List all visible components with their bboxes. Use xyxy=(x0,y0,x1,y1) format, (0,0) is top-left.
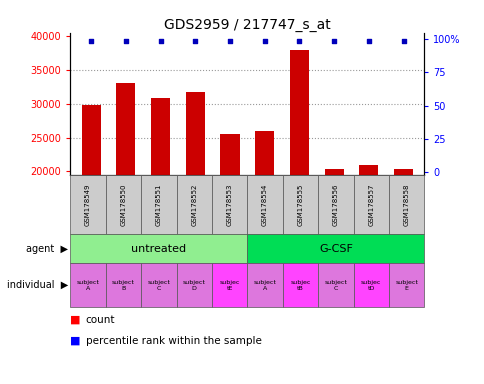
Text: subjec
tE: subjec tE xyxy=(219,280,240,291)
Point xyxy=(122,38,130,44)
Text: ■: ■ xyxy=(70,336,81,346)
Text: subject
C: subject C xyxy=(147,280,170,291)
Point xyxy=(330,38,337,44)
Text: ■: ■ xyxy=(70,315,81,325)
Point xyxy=(399,38,407,44)
Text: percentile rank within the sample: percentile rank within the sample xyxy=(86,336,261,346)
Text: GSM178558: GSM178558 xyxy=(403,183,409,226)
Point xyxy=(226,38,233,44)
Text: agent  ▶: agent ▶ xyxy=(26,243,68,254)
Text: subject
A: subject A xyxy=(253,280,276,291)
Bar xyxy=(185,91,204,307)
Text: subject
D: subject D xyxy=(182,280,205,291)
Title: GDS2959 / 217747_s_at: GDS2959 / 217747_s_at xyxy=(164,18,330,31)
Point xyxy=(87,38,95,44)
Text: GSM178554: GSM178554 xyxy=(261,183,268,226)
Text: count: count xyxy=(86,315,115,325)
Text: GSM178549: GSM178549 xyxy=(85,183,91,226)
Text: GSM178552: GSM178552 xyxy=(191,183,197,226)
Text: GSM178556: GSM178556 xyxy=(332,183,338,226)
Point xyxy=(364,38,372,44)
Bar xyxy=(116,83,135,307)
Text: GSM178555: GSM178555 xyxy=(297,183,303,226)
Text: GSM178551: GSM178551 xyxy=(155,183,162,226)
Text: individual  ▶: individual ▶ xyxy=(7,280,68,290)
Text: subjec
tB: subjec tB xyxy=(289,280,310,291)
Bar xyxy=(324,169,343,307)
Text: untreated: untreated xyxy=(131,243,186,254)
Bar xyxy=(289,50,308,307)
Bar xyxy=(220,134,239,307)
Bar xyxy=(393,169,412,307)
Bar xyxy=(81,105,101,307)
Text: subject
A: subject A xyxy=(76,280,99,291)
Text: G-CSF: G-CSF xyxy=(318,243,352,254)
Point xyxy=(295,38,302,44)
Bar xyxy=(359,165,378,307)
Text: subject
B: subject B xyxy=(112,280,135,291)
Text: GSM178553: GSM178553 xyxy=(226,183,232,226)
Bar xyxy=(151,98,170,307)
Point xyxy=(260,38,268,44)
Bar xyxy=(255,131,273,307)
Text: subject
E: subject E xyxy=(394,280,417,291)
Text: subjec
tD: subjec tD xyxy=(360,280,381,291)
Text: subject
C: subject C xyxy=(324,280,347,291)
Point xyxy=(156,38,164,44)
Text: GSM178557: GSM178557 xyxy=(367,183,374,226)
Text: GSM178550: GSM178550 xyxy=(120,183,126,226)
Point xyxy=(191,38,199,44)
